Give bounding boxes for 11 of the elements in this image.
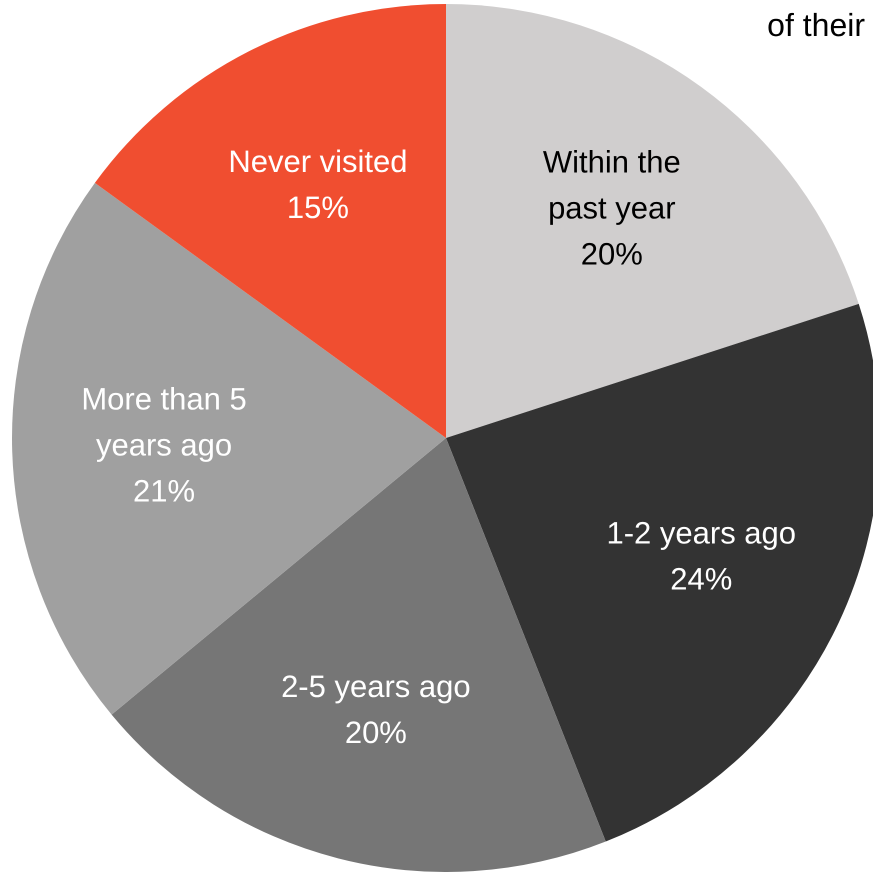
slice-label: 2-5 years ago bbox=[281, 668, 471, 704]
data-label: 15% bbox=[286, 190, 349, 226]
slice-label: More than 5 years ago bbox=[81, 381, 247, 462]
data-label: 20% bbox=[344, 714, 407, 750]
chart-title: of their bbox=[767, 6, 865, 44]
data-label: 21% bbox=[133, 473, 196, 508]
slice-label: Within the past year bbox=[542, 144, 681, 226]
data-label: 24% bbox=[670, 562, 732, 597]
slice-label: Never visited bbox=[228, 144, 408, 180]
data-label: 20% bbox=[580, 236, 643, 272]
slice-label: 1-2 years ago bbox=[606, 516, 796, 551]
